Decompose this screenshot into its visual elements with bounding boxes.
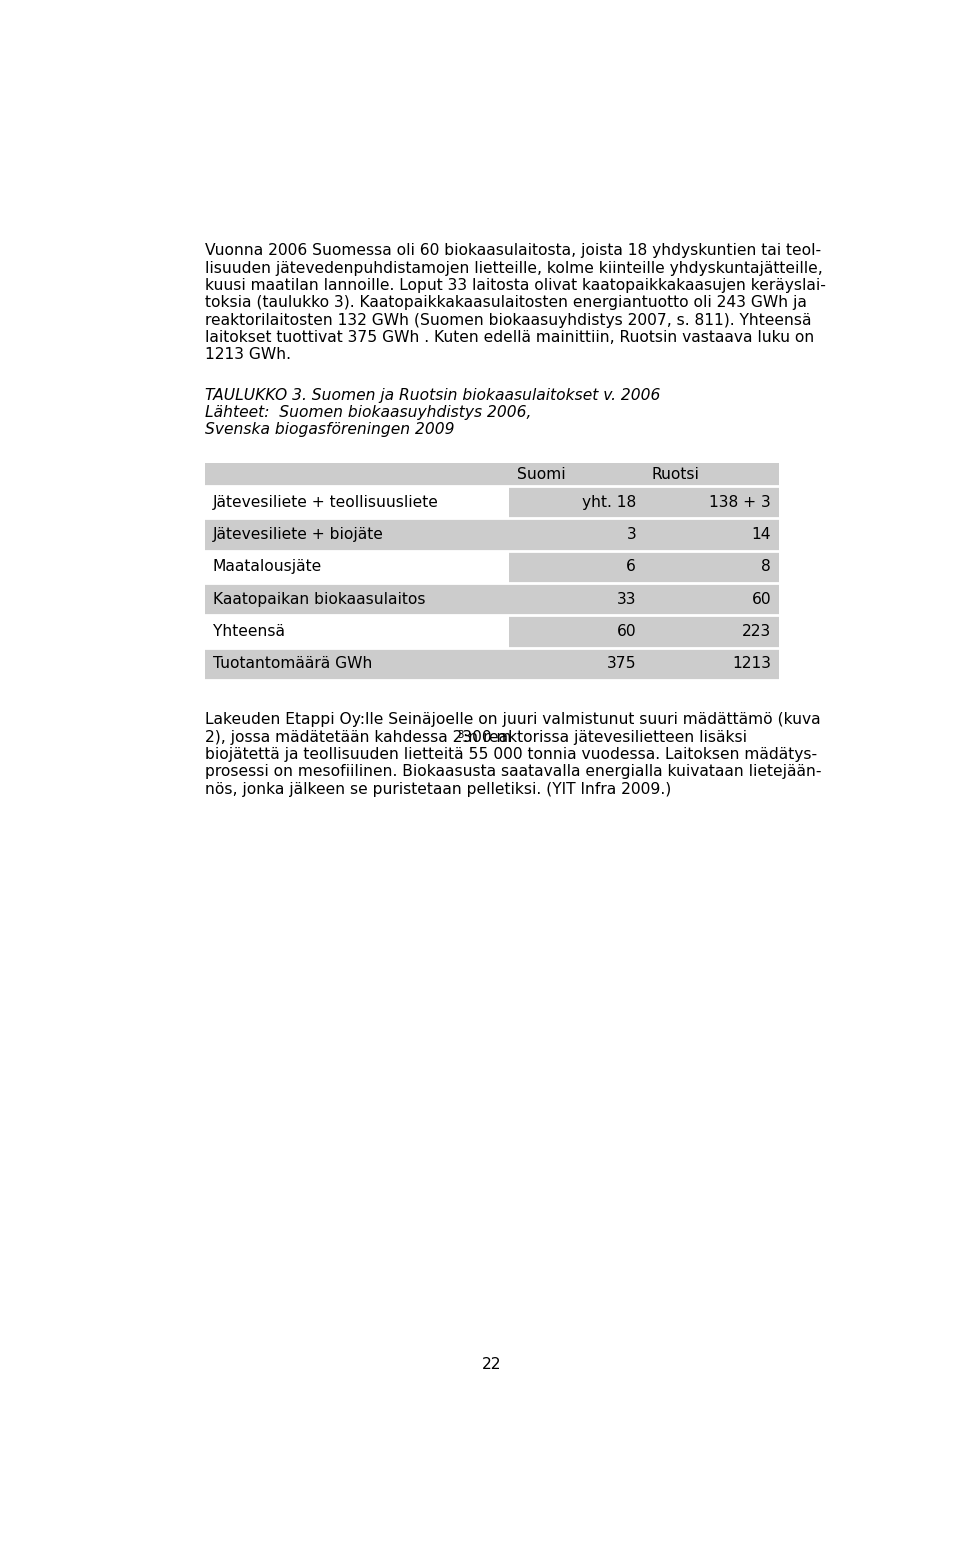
Text: 223: 223: [742, 623, 771, 639]
Bar: [644, 648, 779, 680]
Text: yht. 18: yht. 18: [582, 495, 636, 509]
Text: nös, jonka jälkeen se puristetaan pelletiksi. (YIT Infra 2009.): nös, jonka jälkeen se puristetaan pellet…: [205, 781, 671, 797]
Text: biojätettä ja teollisuuden lietteitä 55 000 tonnia vuodessa. Laitoksen mädätys-: biojätettä ja teollisuuden lietteitä 55 …: [205, 747, 817, 763]
Bar: [509, 464, 644, 485]
Text: 375: 375: [607, 656, 636, 672]
Text: Vuonna 2006 Suomessa oli 60 biokaasulaitosta, joista 18 yhdyskuntien tai teol-: Vuonna 2006 Suomessa oli 60 biokaasulait…: [205, 243, 822, 258]
Text: 60: 60: [616, 623, 636, 639]
Text: Lähteet:  Suomen biokaasuyhdistys 2006,: Lähteet: Suomen biokaasuyhdistys 2006,: [205, 406, 532, 420]
Text: laitokset tuottivat 375 GWh . Kuten edellä mainittiin, Ruotsin vastaava luku on: laitokset tuottivat 375 GWh . Kuten edel…: [205, 330, 814, 345]
Bar: [644, 518, 779, 551]
Text: 33: 33: [616, 592, 636, 606]
Bar: [205, 583, 509, 615]
Bar: [644, 583, 779, 615]
Text: Maatalousjäte: Maatalousjäte: [213, 559, 323, 575]
Text: 3: 3: [457, 730, 464, 741]
Text: prosessi on mesofiilinen. Biokaasusta saatavalla energialla kuivataan lietejään-: prosessi on mesofiilinen. Biokaasusta sa…: [205, 764, 822, 780]
Bar: [509, 551, 644, 583]
Text: 8: 8: [761, 559, 771, 575]
Text: Yhteensä: Yhteensä: [213, 623, 285, 639]
Bar: [205, 485, 509, 518]
Bar: [509, 615, 644, 648]
Text: lisuuden jätevedenpuhdistamojen lietteille, kolme kiinteille yhdyskuntajätteille: lisuuden jätevedenpuhdistamojen lietteil…: [205, 260, 823, 276]
Bar: [205, 551, 509, 583]
Text: TAULUKKO 3. Suomen ja Ruotsin biokaasulaitokset v. 2006: TAULUKKO 3. Suomen ja Ruotsin biokaasula…: [205, 388, 660, 402]
Bar: [509, 583, 644, 615]
Text: 60: 60: [752, 592, 771, 606]
Bar: [205, 648, 509, 680]
Text: Suomi: Suomi: [516, 467, 565, 482]
Bar: [509, 648, 644, 680]
Bar: [644, 615, 779, 648]
Text: 138 + 3: 138 + 3: [709, 495, 771, 509]
Text: Lakeuden Etappi Oy:lle Seinäjoelle on juuri valmistunut suuri mädättämö (kuva: Lakeuden Etappi Oy:lle Seinäjoelle on ju…: [205, 713, 821, 727]
Text: Tuotantomäärä GWh: Tuotantomäärä GWh: [213, 656, 372, 672]
Bar: [644, 485, 779, 518]
Text: reaktorilaitosten 132 GWh (Suomen biokaasuyhdistys 2007, s. 811). Yhteensä: reaktorilaitosten 132 GWh (Suomen biokaa…: [205, 313, 812, 327]
Text: 1213: 1213: [732, 656, 771, 672]
Text: Kaatopaikan biokaasulaitos: Kaatopaikan biokaasulaitos: [213, 592, 425, 606]
Bar: [205, 615, 509, 648]
Text: 22: 22: [482, 1358, 502, 1372]
Bar: [205, 518, 509, 551]
Text: Jätevesiliete + biojäte: Jätevesiliete + biojäte: [213, 526, 384, 542]
Text: 1213 GWh.: 1213 GWh.: [205, 348, 291, 362]
Text: 6: 6: [626, 559, 636, 575]
Text: toksia (taulukko 3). Kaatopaikkakaasulaitosten energiantuotto oli 243 GWh ja: toksia (taulukko 3). Kaatopaikkakaasulai…: [205, 296, 807, 310]
Text: kuusi maatilan lannoille. Loput 33 laitosta olivat kaatopaikkakaasujen keräyslai: kuusi maatilan lannoille. Loput 33 laito…: [205, 279, 827, 293]
Bar: [644, 551, 779, 583]
Text: Ruotsi: Ruotsi: [652, 467, 700, 482]
Bar: [644, 464, 779, 485]
Bar: [205, 464, 509, 485]
Bar: [509, 485, 644, 518]
Text: :n reaktorissa jätevesilietteen lisäksi: :n reaktorissa jätevesilietteen lisäksi: [464, 730, 747, 744]
Text: 3: 3: [627, 526, 636, 542]
Text: 2), jossa mädätetään kahdessa 2300 m: 2), jossa mädätetään kahdessa 2300 m: [205, 730, 512, 744]
Text: 14: 14: [752, 526, 771, 542]
Text: Svenska biogasföreningen 2009: Svenska biogasföreningen 2009: [205, 423, 455, 437]
Bar: [509, 518, 644, 551]
Text: Jätevesiliete + teollisuusliete: Jätevesiliete + teollisuusliete: [213, 495, 439, 509]
